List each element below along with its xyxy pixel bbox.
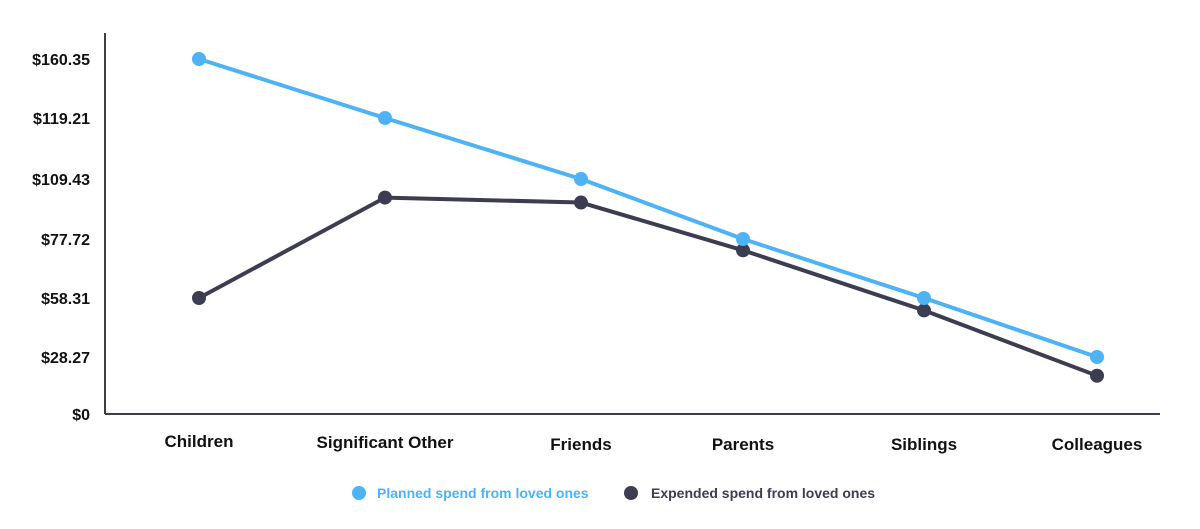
data-point [917,291,931,305]
y-tick-label: $77.72 [41,232,90,249]
y-tick-label: $58.31 [41,291,90,308]
x-category-label: Significant Other [317,433,454,452]
x-category-label: Children [165,432,234,451]
x-category-label: Colleagues [1052,435,1143,454]
y-axis: $160.35 $119.21 $109.43 $77.72 $58.31 $28.27 $… [32,33,106,424]
series-line [197,195,1099,378]
series-planned [192,52,1104,364]
x-category-label: Siblings [891,435,957,454]
series-lines [192,52,1104,383]
x-category-label: Friends [550,435,611,454]
data-point [736,243,750,258]
data-point [1090,368,1104,383]
data-point [1090,350,1104,364]
series-line [197,57,1099,359]
legend: Planned spend from loved ones Expended sp… [352,485,875,501]
y-tick-label: $119.21 [33,111,90,128]
data-point [574,172,588,186]
legend-label: Planned spend from loved ones [377,485,589,501]
legend-item: Expended spend from loved ones [624,485,875,501]
data-point [917,303,931,318]
data-point [736,232,750,246]
x-axis: Children Significant Other Friends Parents S… [105,413,1160,454]
legend-label: Expended spend from loved ones [651,485,875,501]
data-point [192,52,206,66]
data-point [574,195,588,210]
y-tick-label: $0 [72,407,90,424]
data-point [378,190,392,205]
y-tick-label: $160.35 [32,52,90,69]
y-tick-label: $28.27 [41,350,90,367]
series-expended [192,190,1104,383]
data-point [378,111,392,125]
data-point [192,291,206,305]
legend-item: Planned spend from loved ones [352,485,589,501]
x-category-label: Parents [712,435,774,454]
y-tick-label: $109.43 [32,172,90,189]
legend-marker [624,486,638,500]
legend-marker [352,486,366,500]
